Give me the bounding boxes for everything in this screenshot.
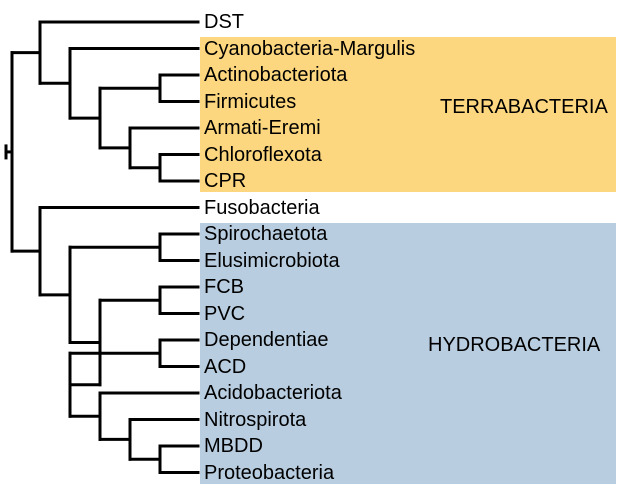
group-label-hydrobacteria: HYDROBACTERIA: [428, 335, 600, 355]
group-label-terrabacteria: TERRABACTERIA: [440, 97, 608, 117]
taxon-dst: DST: [204, 12, 244, 32]
taxon-armati-eremi: Armati-Eremi: [204, 118, 321, 138]
taxon-spirochaetota: Spirochaetota: [204, 224, 327, 244]
taxon-dependentiae: Dependentiae: [204, 330, 329, 350]
taxon-actinobacteriota: Actinobacteriota: [204, 65, 347, 85]
taxon-cyanobacteria-margulis: Cyanobacteria-Margulis: [204, 39, 415, 59]
taxon-firmicutes: Firmicutes: [204, 92, 296, 112]
taxon-pvc: PVC: [204, 304, 245, 324]
taxon-proteobacteria: Proteobacteria: [204, 463, 334, 483]
taxon-fusobacteria: Fusobacteria: [204, 198, 320, 218]
taxon-cpr: CPR: [204, 171, 246, 191]
taxon-chloroflexota: Chloroflexota: [204, 145, 322, 165]
taxon-fcb: FCB: [204, 277, 244, 297]
taxon-acidobacteriota: Acidobacteriota: [204, 383, 342, 403]
taxon-nitrospirota: Nitrospirota: [204, 410, 306, 430]
taxon-mbdd: MBDD: [204, 436, 263, 456]
taxon-elusimicrobiota: Elusimicrobiota: [204, 251, 340, 271]
taxon-acd: ACD: [204, 357, 246, 377]
